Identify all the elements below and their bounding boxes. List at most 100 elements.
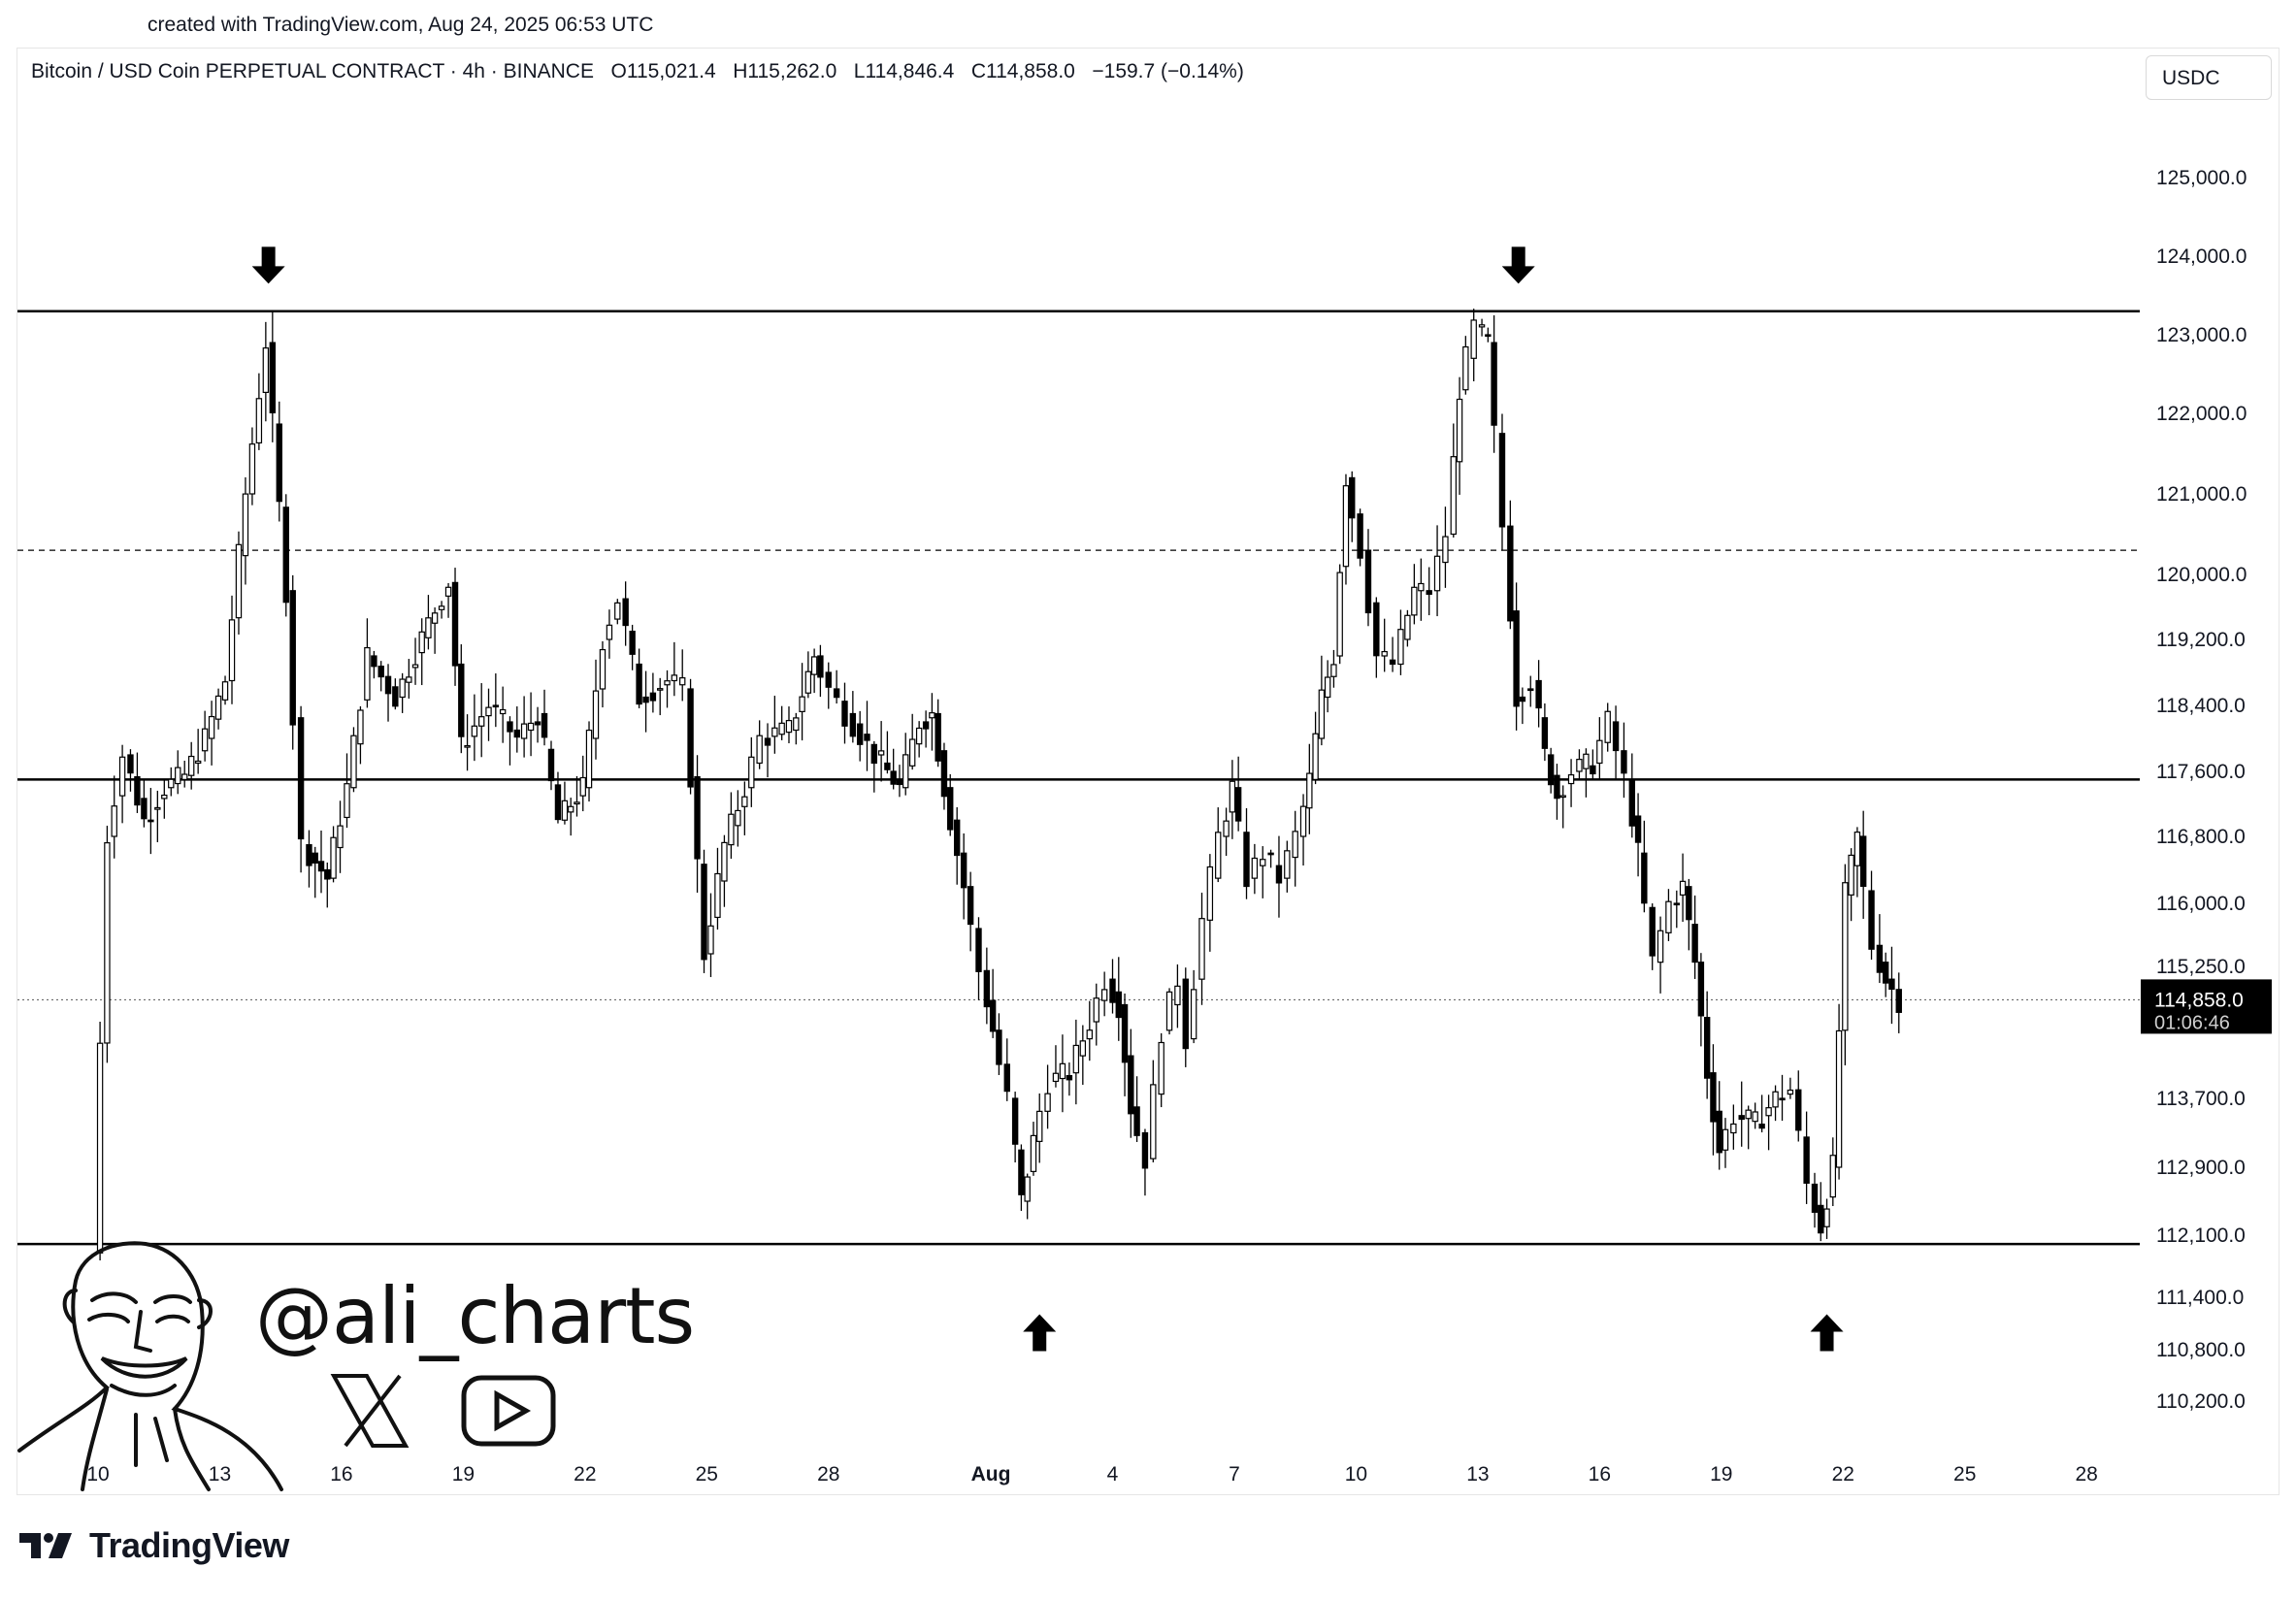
candle-body [255,398,263,444]
candle-10 [168,767,175,797]
horizontal-levels [17,310,2140,1246]
tradingview-brand[interactable]: TradingView [19,1525,289,1566]
candle-body [694,775,701,860]
currency-selector[interactable]: USDC [2146,55,2272,100]
candle-93 [735,790,741,847]
candle-214 [1596,717,1603,780]
candle-230 [1710,1044,1717,1156]
candle-body [477,716,485,727]
candle-30 [306,830,312,888]
candle-16 [208,701,215,766]
candle-172 [1299,794,1307,865]
candle-body [1251,857,1259,879]
candle-201 [1507,500,1514,630]
time-tick-label: 13 [1466,1463,1489,1486]
candle-160 [1206,854,1214,952]
price-tick-label: 110,200.0 [2156,1390,2246,1413]
candle-body [629,631,636,655]
candle-body [527,722,535,732]
candle-245 [1818,1182,1824,1242]
time-tick-label: 10 [1345,1463,1367,1486]
candle-196 [1470,309,1477,381]
candle-133 [1011,1092,1019,1163]
candle-body [1559,795,1566,799]
candle-200 [1498,413,1506,551]
candle-body [1223,820,1230,837]
candle-body [1596,739,1603,765]
candle-body [1357,513,1363,559]
candle-41 [377,661,384,692]
candle-body [1752,1111,1758,1123]
candle-162 [1223,807,1230,857]
price-tick-label: 111,400.0 [2156,1287,2244,1309]
arrow-down-0 [251,246,285,284]
candle-36 [344,753,350,829]
candle-body [175,767,181,785]
candle-body [1722,1128,1729,1151]
candle-237 [1758,1094,1765,1133]
candle-body [541,712,548,738]
candle-40 [371,650,377,679]
price-tick-label: 117,600.0 [2156,761,2246,783]
watermark-art [17,1241,556,1491]
candle-129 [983,947,991,1025]
candle-body [1349,476,1356,519]
candle-75 [606,609,613,659]
candle-140 [1059,1034,1066,1113]
candle-body [568,805,574,813]
candle-107 [833,669,840,704]
candle-body [1641,852,1648,904]
candle-240 [1779,1074,1786,1122]
candle-135 [1024,1173,1031,1220]
candle-body [1829,1155,1837,1198]
candle-211 [1576,749,1583,779]
candle-body [242,493,249,557]
candle-body [438,605,445,610]
candle-body [364,646,371,701]
candle-body [649,692,657,702]
candle-body [1787,1089,1794,1095]
candle-5 [134,752,141,813]
candle-body [1086,1029,1094,1040]
candle-body [1292,831,1298,859]
candle-body [168,778,175,789]
candle-body [507,721,513,733]
candle-72 [585,721,593,802]
candle-65 [541,689,548,746]
candle-body [289,590,296,726]
candle-body [1811,1183,1819,1213]
candle-2 [111,775,117,859]
price-tick-label: 113,700.0 [2156,1088,2246,1110]
candle-body [707,925,714,955]
candle-body [324,868,331,880]
candle-126 [960,833,968,920]
candle-body [104,842,111,1044]
candle-body [664,680,671,686]
arrow-up-2 [1023,1314,1057,1352]
candle-body [877,750,885,756]
candle-body [148,819,154,823]
candle-body [1215,832,1222,879]
candle-145 [1093,983,1099,1046]
price-tick-label: 123,000.0 [2156,324,2247,346]
candle-body [499,708,507,715]
x-logo-icon [330,1374,410,1448]
candle-117 [902,733,909,796]
candle-193 [1450,423,1457,538]
candle-86 [687,678,694,795]
candle-111 [864,701,870,771]
candle-185 [1389,637,1396,672]
symbol-name[interactable]: Bitcoin / USD Coin PERPETUAL CONTRACT · … [31,60,594,82]
candle-205 [1535,660,1542,728]
candle-body [141,798,148,820]
candle-37 [350,727,357,793]
candle-body [983,969,991,1008]
candle-body [606,624,613,640]
candle-body [1030,1134,1037,1172]
ohlc-high: H115,262.0 [733,60,837,82]
candle-87 [694,755,701,894]
price-tick-label: 125,000.0 [2156,167,2247,189]
candle-body [1109,978,1116,1003]
candle-116 [896,765,903,798]
